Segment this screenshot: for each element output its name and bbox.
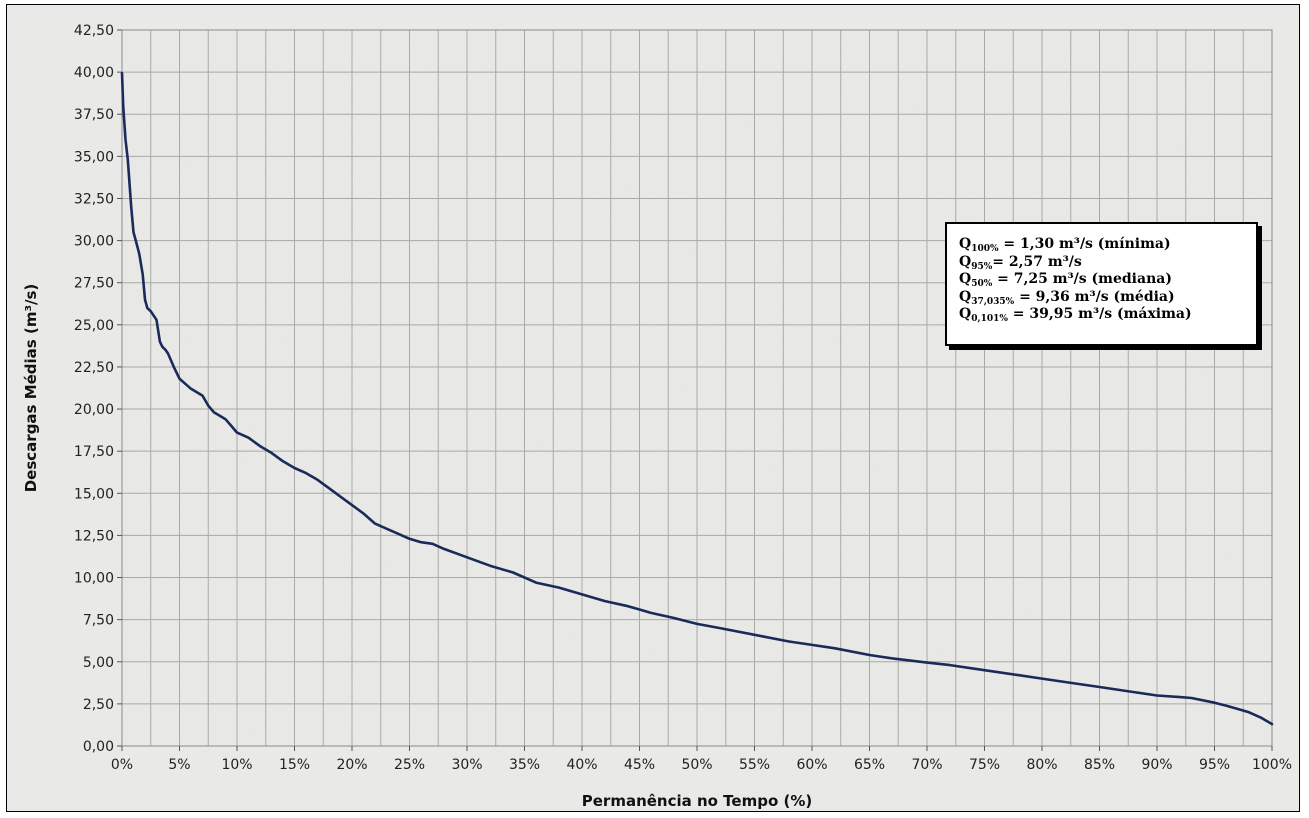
x-tick-label: 85%	[1084, 757, 1115, 773]
y-tick-label: 0,00	[83, 739, 114, 755]
x-tick-label: 45%	[624, 757, 655, 773]
y-tick-label: 20,00	[74, 402, 114, 418]
x-tick-label: 25%	[394, 757, 425, 773]
y-tick-label: 22,50	[74, 360, 114, 376]
x-tick-label: 55%	[739, 757, 770, 773]
y-tick-label: 17,50	[74, 444, 114, 460]
x-tick-label: 70%	[911, 757, 942, 773]
y-tick-label: 10,00	[74, 571, 114, 587]
y-tick-label: 40,00	[74, 65, 114, 81]
y-tick-label: 7,50	[83, 613, 114, 629]
x-tick-label: 80%	[1026, 757, 1057, 773]
x-axis-ticks: 0% 5% 10% 15% 20% 25% 30% 35% 40% 45% 50% 55% 60% 65%…	[111, 746, 1292, 773]
stat-line-q95: Q95%= 2,57 m³/s	[959, 253, 1082, 272]
series-line-0	[120, 71, 1274, 726]
x-tick-label: 15%	[279, 757, 310, 773]
x-tick-label: 30%	[451, 757, 482, 773]
x-tick-label: 100%	[1252, 757, 1292, 773]
series-layer	[120, 71, 1274, 726]
y-tick-label: 35,00	[74, 149, 114, 165]
x-tick-label: 35%	[509, 757, 540, 773]
x-tick-label: 10%	[221, 757, 252, 773]
y-tick-label: 30,00	[74, 234, 114, 250]
x-tick-label: 95%	[1199, 757, 1230, 773]
y-tick-label: 12,50	[74, 528, 114, 544]
y-tick-label: 5,00	[83, 655, 114, 671]
y-tick-label: 32,50	[74, 191, 114, 207]
y-tick-label: 2,50	[83, 697, 114, 713]
vertical-gridlines	[121, 30, 1273, 746]
stat-line-maximum: Q0,101% = 39,95 m³/s (máxima)	[959, 306, 1192, 324]
y-tick-label: 27,50	[74, 276, 114, 292]
y-tick-label: 25,00	[74, 318, 114, 334]
y-tick-label: 15,00	[74, 486, 114, 502]
x-tick-label: 60%	[796, 757, 827, 773]
x-tick-label: 0%	[111, 757, 133, 773]
x-tick-label: 75%	[969, 757, 1000, 773]
x-tick-label: 20%	[336, 757, 367, 773]
stat-line-mean: Q37,035% = 9,36 m³/s (média)	[959, 288, 1175, 307]
x-tick-label: 90%	[1141, 757, 1172, 773]
statistics-annotation-box: Q100% = 1,30 m³/s (mínima) Q95%= 2,57 m³…	[945, 222, 1258, 346]
y-tick-label: 37,50	[74, 107, 114, 123]
stat-line-median: Q50% = 7,25 m³/s (mediana)	[959, 271, 1172, 289]
y-axis-ticks: 0,00 2,50 5,00 7,50 10,00 12,50 15,00 17,50 20,0…	[74, 23, 122, 755]
x-axis-title: Permanência no Tempo (%)	[582, 792, 812, 810]
x-tick-label: 5%	[168, 757, 190, 773]
stat-line-minimum: Q100% = 1,30 m³/s (mínima)	[959, 236, 1171, 254]
x-tick-label: 40%	[566, 757, 597, 773]
x-tick-label: 65%	[854, 757, 885, 773]
y-axis-title: Descargas Médias (m³/s)	[22, 284, 40, 493]
x-tick-label: 50%	[681, 757, 712, 773]
y-tick-label: 42,50	[74, 23, 114, 39]
